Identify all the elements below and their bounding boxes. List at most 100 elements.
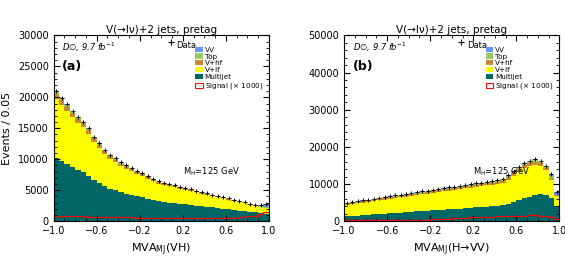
Bar [113, 160, 118, 162]
Bar [355, 216, 360, 221]
Bar [532, 159, 538, 160]
Bar [446, 209, 452, 221]
Bar [124, 165, 129, 166]
Bar [408, 212, 414, 221]
Bar [516, 168, 521, 169]
Bar [484, 183, 489, 185]
Bar [161, 202, 167, 221]
Bar [538, 163, 543, 166]
Bar [371, 200, 376, 201]
Bar [441, 190, 446, 191]
Bar [436, 192, 441, 210]
Bar [489, 181, 495, 183]
Bar [398, 195, 403, 196]
Bar [479, 184, 484, 186]
Bar [253, 205, 258, 206]
Bar [97, 143, 102, 144]
Bar [506, 204, 511, 221]
Bar [140, 174, 145, 176]
Bar [258, 207, 263, 213]
Bar [463, 208, 468, 221]
Bar [177, 187, 183, 189]
Bar [205, 194, 210, 195]
Bar [237, 210, 242, 221]
Bar [463, 188, 468, 208]
Bar [419, 193, 425, 194]
Bar [527, 163, 532, 166]
Bar [500, 183, 506, 205]
Bar [366, 215, 371, 221]
Bar [64, 105, 70, 106]
Text: D$\emptyset$, 9.7 fb$^{-1}$: D$\emptyset$, 9.7 fb$^{-1}$ [353, 41, 406, 54]
Bar [81, 124, 86, 127]
Bar [543, 166, 549, 168]
Text: (a): (a) [62, 60, 82, 73]
Bar [543, 168, 549, 170]
Bar [554, 196, 559, 206]
Bar [86, 129, 92, 130]
Bar [543, 170, 549, 195]
Bar [172, 187, 177, 203]
Bar [506, 177, 511, 180]
Bar [134, 171, 140, 174]
Bar [188, 190, 194, 191]
Bar [527, 197, 532, 221]
Text: D$\emptyset$, 9.7 fb$^{-1}$: D$\emptyset$, 9.7 fb$^{-1}$ [62, 41, 116, 54]
Bar [398, 213, 403, 221]
Bar [403, 212, 408, 221]
Bar [205, 193, 210, 194]
Bar [350, 203, 355, 204]
Bar [479, 183, 484, 184]
Bar [500, 205, 506, 221]
Bar [468, 186, 473, 188]
Bar [92, 142, 97, 180]
Bar [414, 195, 419, 212]
Bar [382, 200, 387, 214]
Bar [177, 189, 183, 204]
Bar [124, 169, 129, 194]
Bar [263, 207, 269, 208]
Text: (b): (b) [353, 60, 373, 73]
Bar [463, 186, 468, 188]
Bar [419, 211, 425, 221]
Bar [188, 191, 194, 205]
Bar [521, 164, 527, 165]
Bar [215, 197, 220, 208]
Bar [231, 201, 237, 210]
Bar [532, 160, 538, 162]
Bar [457, 186, 463, 187]
Bar [81, 122, 86, 124]
Bar [371, 201, 376, 215]
Bar [543, 195, 549, 221]
Bar [473, 185, 479, 187]
Bar [156, 183, 161, 201]
Bar [425, 194, 430, 211]
Bar [54, 94, 59, 99]
Bar [495, 181, 500, 182]
Bar [237, 202, 242, 210]
Bar [500, 180, 506, 183]
Bar [554, 206, 559, 221]
Bar [371, 215, 376, 221]
X-axis label: MVA$_{\rm MJ}$(VH): MVA$_{\rm MJ}$(VH) [131, 242, 192, 258]
Bar [145, 179, 150, 199]
Bar [59, 161, 64, 221]
Bar [366, 202, 371, 215]
Bar [183, 190, 188, 204]
Bar [473, 183, 479, 184]
Bar [220, 197, 226, 198]
Bar [92, 137, 97, 138]
Bar [97, 145, 102, 148]
Bar [258, 205, 263, 206]
Bar [253, 212, 258, 221]
Bar [549, 180, 554, 198]
Bar [532, 195, 538, 221]
Bar [387, 199, 393, 213]
Bar [247, 212, 253, 221]
Bar [118, 166, 124, 192]
Bar [167, 186, 172, 203]
Bar [554, 195, 559, 196]
Bar [549, 178, 554, 180]
Bar [350, 216, 355, 221]
Bar [452, 187, 457, 188]
